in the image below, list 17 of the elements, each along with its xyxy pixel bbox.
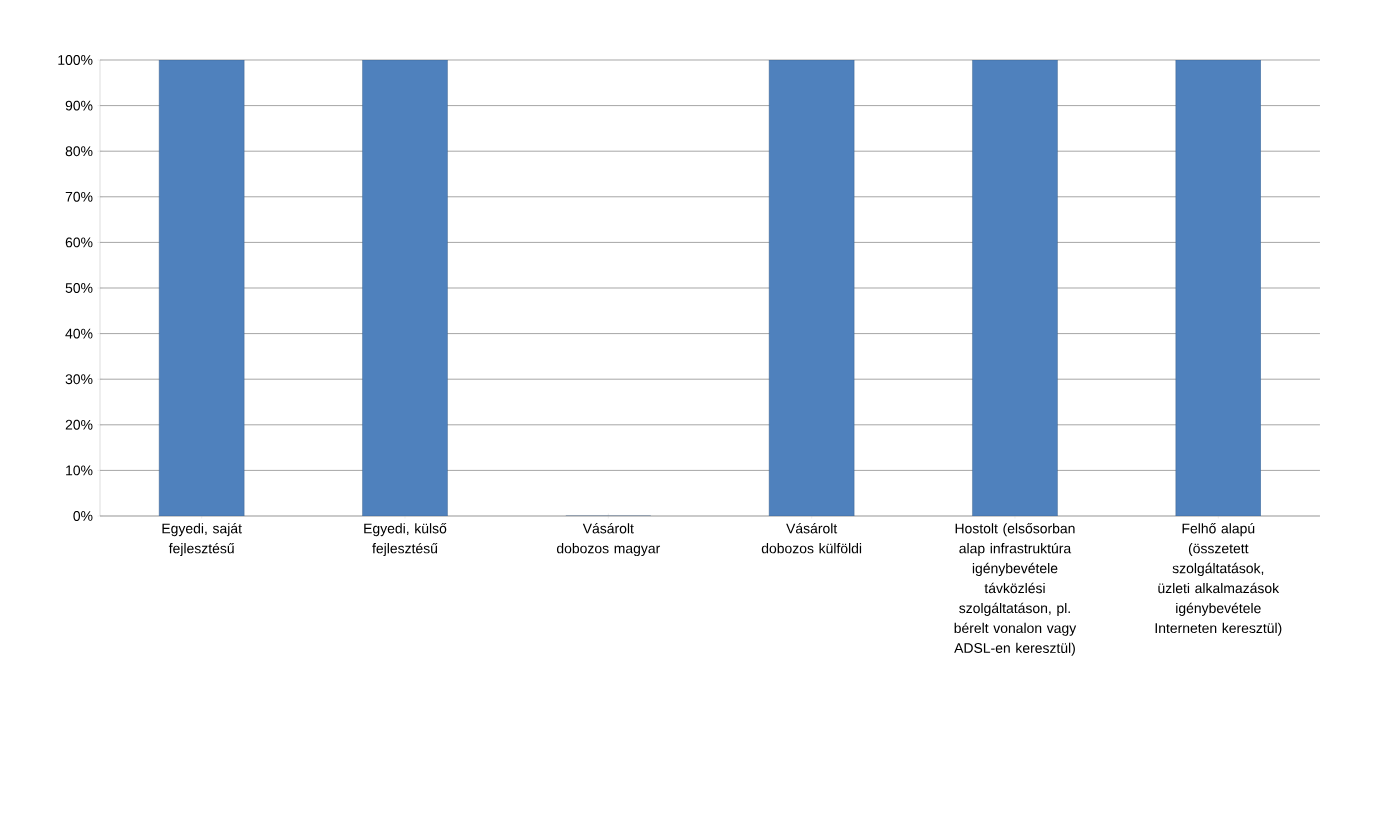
x-tick-label: Vásárolt dobozos külföldi xyxy=(761,523,862,554)
y-tick-label: 40% xyxy=(65,328,93,339)
x-tick-label: Felhő alapú (összetett szolgáltatások, üzleti alkalmazások igénybevétele Interneten keresztül) xyxy=(1155,523,1282,636)
y-tick-label: 50% xyxy=(65,283,93,293)
x-tick-label: Egyedi, saját fejlesztésű xyxy=(162,523,242,557)
y-tick-label: 30% xyxy=(65,374,93,385)
y-tick-label: 10% xyxy=(66,465,93,476)
y-tick-label: 70% xyxy=(65,191,93,202)
x-tick-label: Vásárolt dobozos magyar xyxy=(556,523,661,557)
y-tick-label: 0% xyxy=(73,511,93,521)
y-tick-label: 90% xyxy=(65,100,93,111)
x-tick-label: Hostolt (elsősorban alap infrastruktúra igénybevétele távközlési szolgáltatáson, pl. bérelt vonalon vagy ADSL-en keresztül) xyxy=(954,523,1077,656)
y-tick-label: 60% xyxy=(65,237,93,248)
x-tick-label: Egyedi, külső fejlesztésű xyxy=(364,523,447,557)
y-tick-label: 80% xyxy=(65,146,93,157)
y-tick-label: 100% xyxy=(58,55,93,65)
y-tick-label: 20% xyxy=(65,419,93,430)
